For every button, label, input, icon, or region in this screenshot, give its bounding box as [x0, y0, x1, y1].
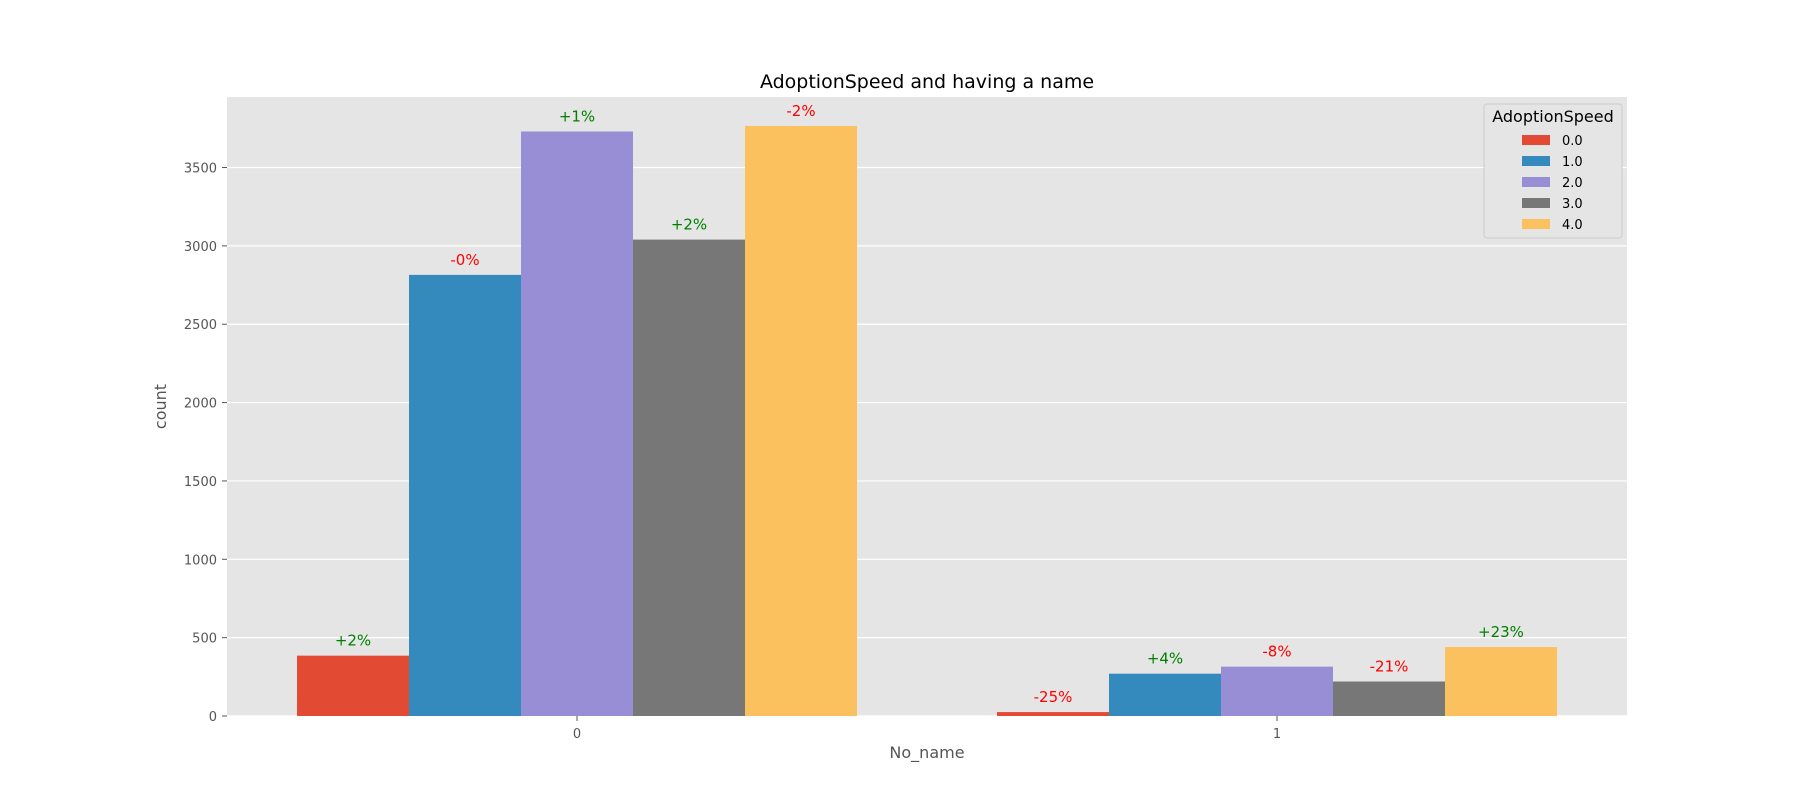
x-axis-title: No_name: [889, 743, 964, 763]
bar-annotation: -8%: [1262, 643, 1291, 661]
legend-label: 1.0: [1562, 155, 1583, 170]
bar-annotation: +23%: [1478, 623, 1524, 641]
legend-box: [1483, 103, 1623, 239]
bar-0.0-cat-1: [997, 712, 1109, 716]
legend-label: 2.0: [1562, 176, 1583, 191]
y-tick-label: 3500: [184, 162, 217, 177]
y-axis-title: count: [151, 384, 170, 429]
bar-2.0-cat-1: [1221, 666, 1333, 716]
bar-annotation: -21%: [1370, 658, 1409, 676]
bar-4.0-cat-1: [1445, 647, 1557, 716]
bar-1.0-cat-1: [1109, 673, 1221, 716]
y-tick-label: 2000: [184, 397, 217, 412]
bars: [297, 125, 1557, 717]
chart-title: AdoptionSpeed and having a name: [760, 71, 1094, 93]
bar-annotation: -0%: [450, 251, 479, 269]
bar-3.0-cat-0: [633, 239, 745, 717]
legend-swatch: [1522, 135, 1550, 145]
legend-swatch: [1522, 156, 1550, 166]
bar-4.0-cat-0: [745, 125, 857, 716]
bar-annotation: +4%: [1147, 650, 1183, 668]
legend-swatch: [1522, 198, 1550, 208]
bar-annotation: +1%: [559, 107, 595, 125]
y-tick-label: 1000: [184, 553, 217, 568]
bar-0.0-cat-0: [297, 655, 409, 716]
legend-label: 4.0: [1562, 218, 1583, 233]
legend-title: AdoptionSpeed: [1492, 107, 1614, 126]
bar-3.0-cat-1: [1333, 681, 1445, 716]
y-tick-label: 0: [209, 710, 217, 725]
bar-2.0-cat-0: [521, 131, 633, 716]
y-tick-label: 500: [192, 632, 217, 647]
legend: AdoptionSpeed 0.0 1.0 2.0 3.0 4.0: [1483, 103, 1623, 239]
bar-annotation: +2%: [671, 216, 707, 234]
legend-swatch: [1522, 219, 1550, 229]
legend-label: 0.0: [1562, 134, 1583, 149]
y-tick-label: 1500: [184, 475, 217, 490]
x-tick-label: 0: [573, 727, 581, 742]
y-tick-label: 2500: [184, 318, 217, 333]
bar-1.0-cat-0: [409, 274, 521, 716]
bar-annotation: -2%: [786, 102, 815, 120]
bar-annotation: -25%: [1034, 688, 1073, 706]
bar-annotation: +2%: [335, 632, 371, 650]
legend-label: 3.0: [1562, 197, 1583, 212]
bar-annotations: +2% -0% +1% +2% -2% -25% +4% -8% -21% +23%: [335, 102, 1524, 706]
y-axis: 0 500 1000 1500 2000 2500 3000 3500: [184, 162, 227, 725]
y-tick-label: 3000: [184, 240, 217, 255]
x-tick-label: 1: [1273, 727, 1281, 742]
legend-swatch: [1522, 177, 1550, 187]
